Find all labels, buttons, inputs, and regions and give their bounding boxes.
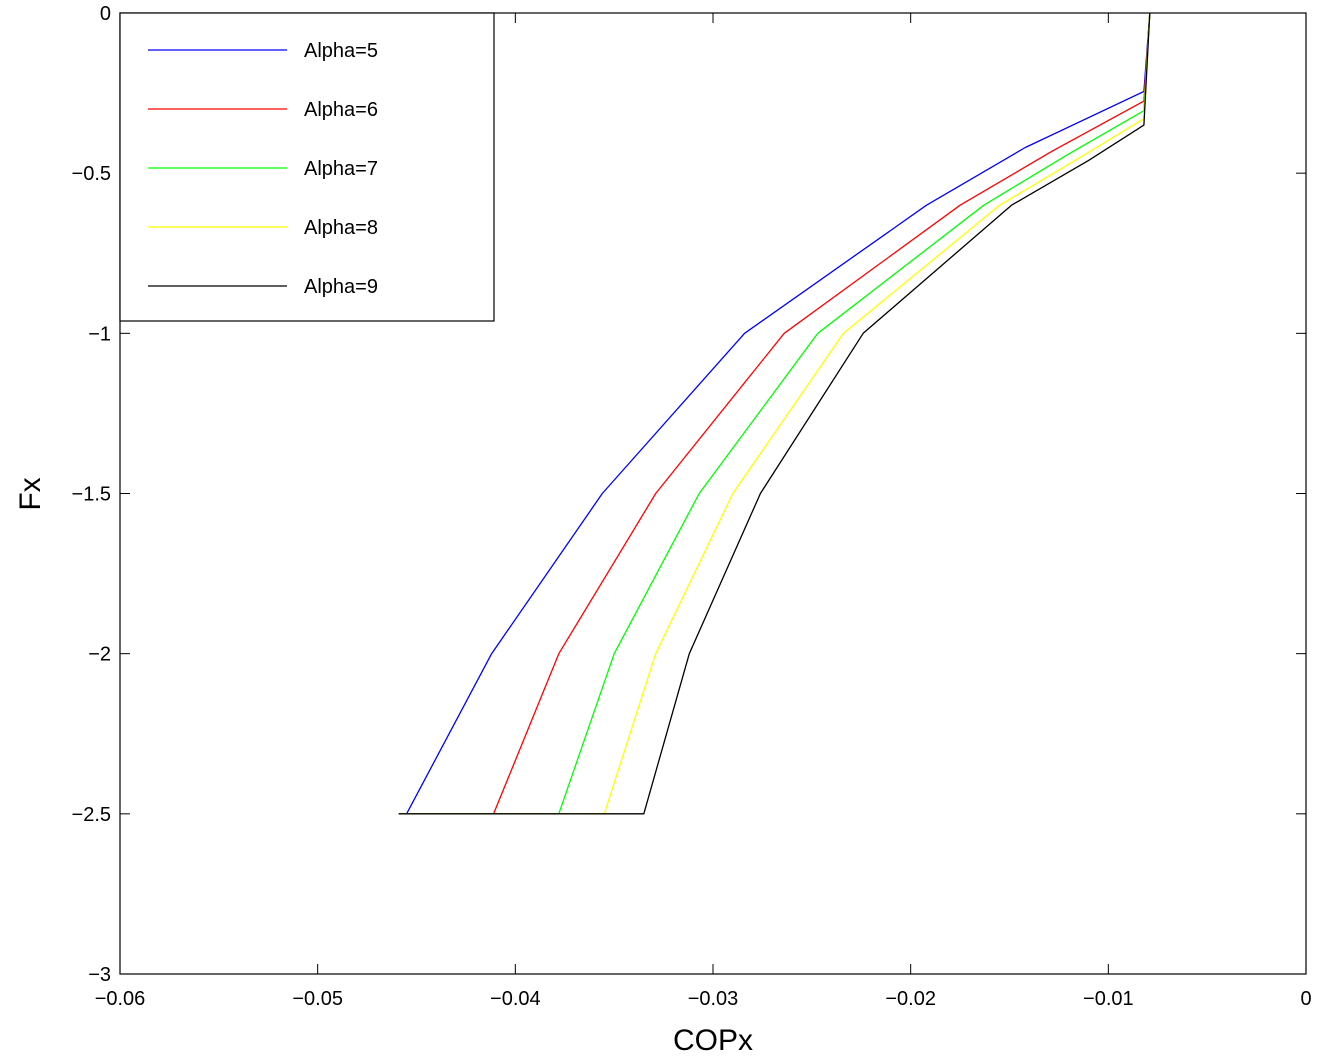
series-line-4 — [398, 12, 1151, 815]
y-tick-label: −2 — [88, 644, 111, 666]
x-tick-label: −0.02 — [885, 988, 936, 1010]
x-tick-label: −0.04 — [490, 988, 541, 1010]
x-tick-label: 0 — [1300, 988, 1311, 1010]
x-tick-label: −0.05 — [292, 988, 343, 1010]
y-tick-label: −1 — [88, 323, 111, 345]
series-layer — [398, 12, 1151, 815]
legend-label: Alpha=8 — [304, 217, 378, 239]
series-line-5 — [398, 12, 1151, 815]
x-tick-label: −0.01 — [1083, 988, 1134, 1010]
x-tick-label: −0.03 — [688, 988, 739, 1010]
legend-label: Alpha=7 — [304, 158, 378, 180]
y-tick-label: −2.5 — [72, 804, 111, 826]
legend: Alpha=5 Alpha=6 Alpha=7 Alpha=8 Alpha=9 — [119, 12, 495, 322]
series-line-3 — [398, 12, 1151, 815]
y-tick-label: −3 — [88, 964, 111, 986]
x-axis: −0.06 −0.05 −0.04 −0.03 −0.02 −0.01 0 — [95, 13, 1312, 1010]
y-tick-label: 0 — [100, 3, 111, 25]
x-tick-label: −0.06 — [95, 988, 146, 1010]
legend-label: Alpha=5 — [304, 40, 378, 62]
legend-label: Alpha=9 — [304, 276, 378, 298]
y-axis: 0 −0.5 −1 −1.5 −2 −2.5 −3 — [72, 3, 1306, 986]
series-line-2 — [398, 12, 1151, 815]
y-axis-label: Fx — [14, 477, 47, 510]
series-line-1 — [398, 12, 1151, 815]
legend-label: Alpha=6 — [304, 99, 378, 121]
x-axis-label: COPx — [673, 1024, 753, 1055]
y-tick-label: −1.5 — [72, 484, 111, 506]
y-tick-label: −0.5 — [72, 163, 111, 185]
legend-box — [119, 12, 495, 322]
